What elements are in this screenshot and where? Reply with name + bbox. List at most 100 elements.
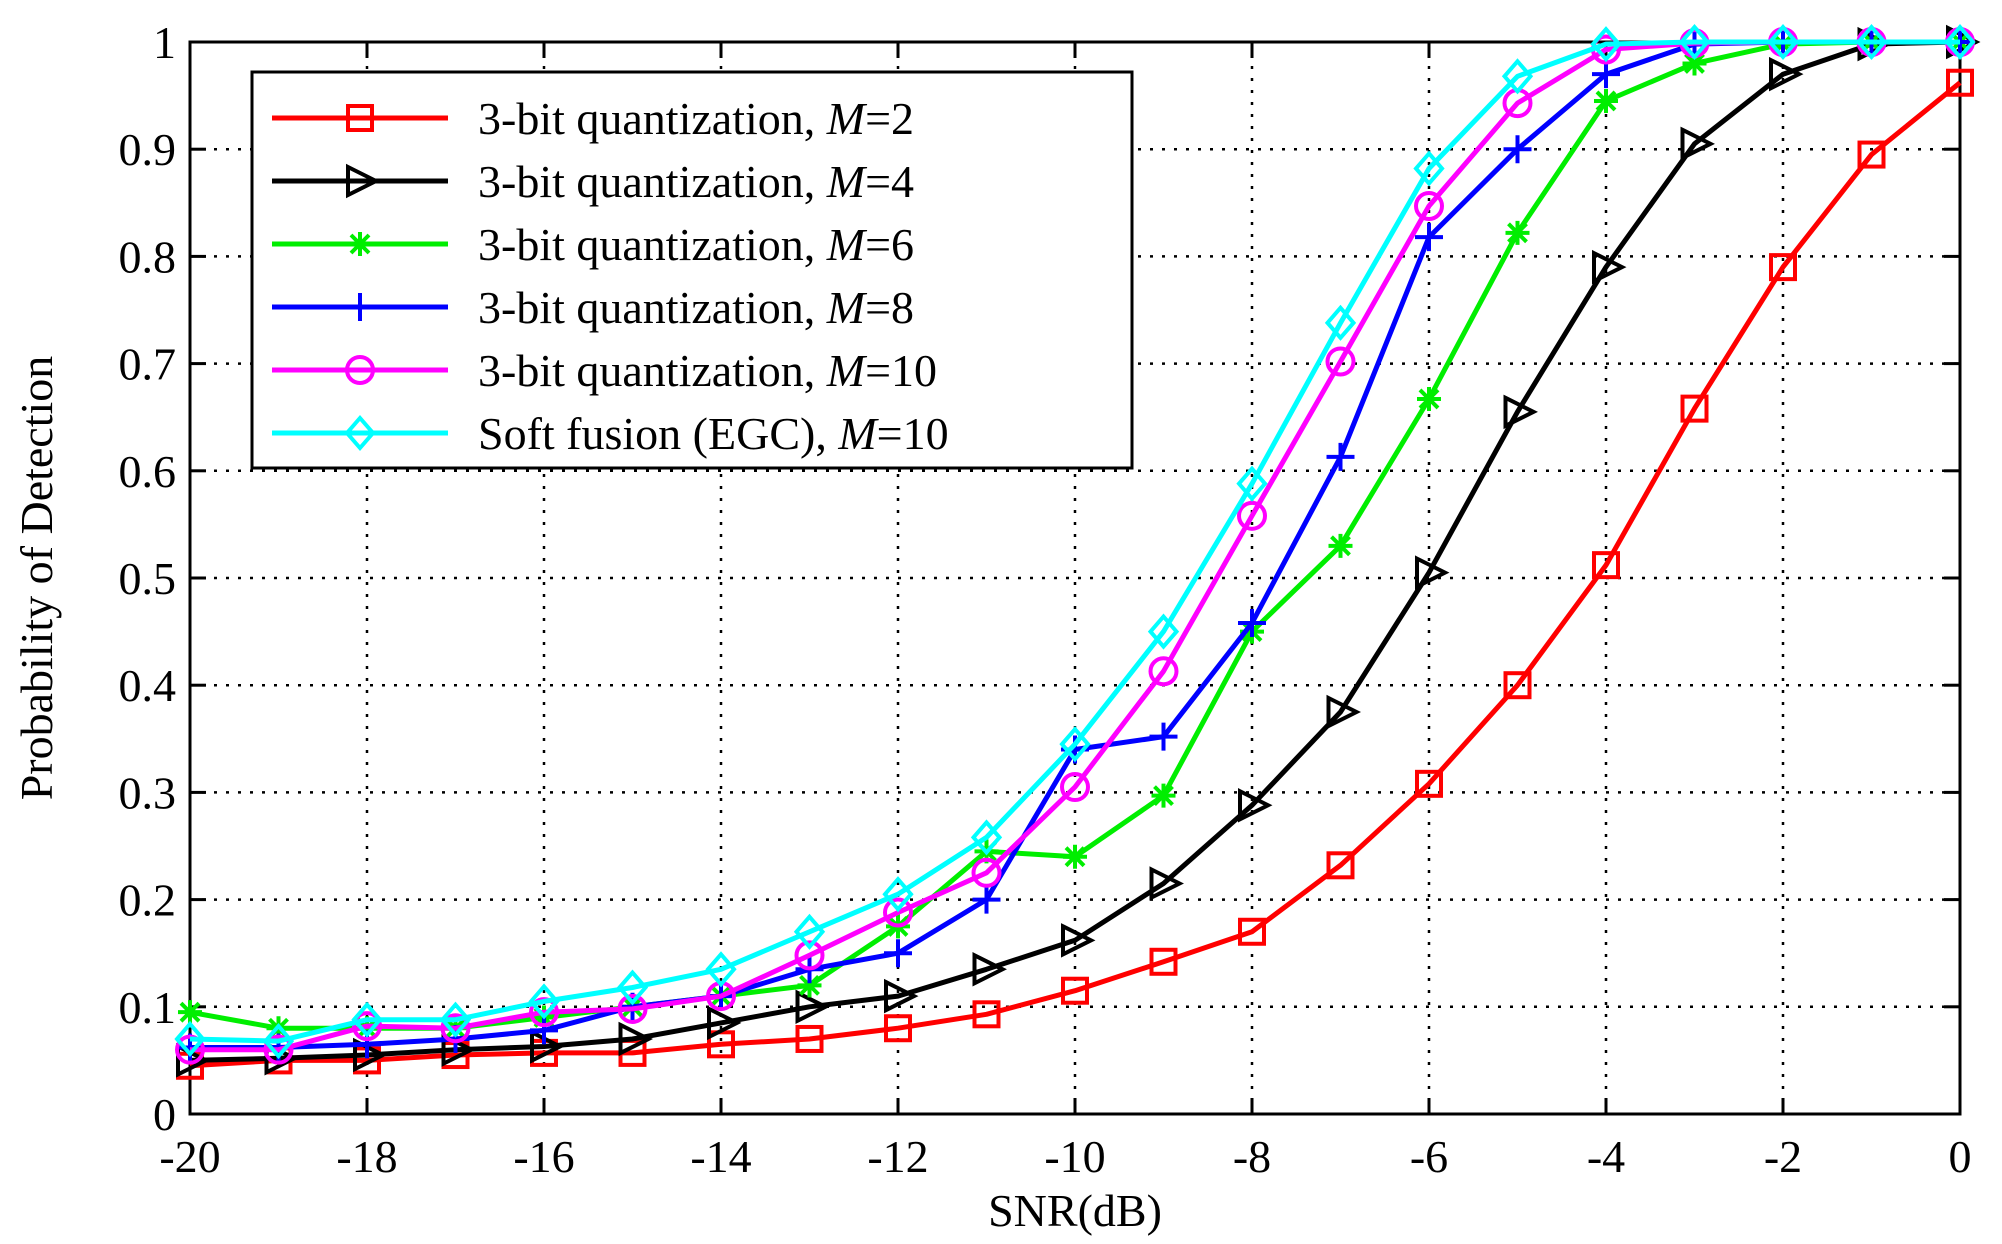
- data-point: [884, 939, 912, 968]
- x-tick-label: -16: [513, 1131, 574, 1182]
- legend-entry-4: 3-bit quantization, M=8: [272, 282, 914, 333]
- x-tick-label: -14: [690, 1131, 751, 1182]
- data-point: [1592, 249, 1627, 285]
- x-tick-label: -18: [336, 1131, 397, 1182]
- data-point: [1325, 346, 1356, 377]
- series-line: [190, 39, 1960, 1053]
- x-tick-label: -20: [159, 1131, 220, 1182]
- legend-entry-1: 3-bit quantization, M=2: [272, 93, 914, 144]
- data-point: [1237, 500, 1267, 531]
- data-point: [1503, 394, 1538, 430]
- series-6: [174, 23, 1976, 1060]
- data-point: [351, 1001, 383, 1038]
- data-point: [971, 857, 1002, 888]
- data-point: [1678, 23, 1711, 61]
- legend: 3-bit quantization, M=2 3-bit quantizatio…: [250, 70, 1134, 470]
- x-tick-label: -2: [1764, 1131, 1802, 1182]
- legend-box: [250, 70, 1134, 470]
- data-point: [795, 989, 830, 1025]
- data-point: [352, 1011, 382, 1042]
- data-point: [1501, 58, 1534, 95]
- x-tick-label: -4: [1587, 1131, 1625, 1182]
- data-point: [793, 913, 826, 950]
- y-tick-label: 0.7: [119, 339, 177, 390]
- data-point: [1592, 60, 1620, 89]
- data-point: [1059, 726, 1091, 763]
- data-point: [1857, 140, 1886, 169]
- data-point: [616, 969, 649, 1006]
- data-point: [1149, 722, 1178, 751]
- data-point: [1767, 23, 1799, 61]
- data-point: [1328, 533, 1353, 558]
- data-point: [1326, 694, 1361, 730]
- y-axis-label: Probability of Detection: [11, 356, 62, 801]
- legend-entry-3: 3-bit quantization, M=6: [272, 219, 914, 270]
- data-point: [1682, 51, 1707, 76]
- legend-label: 3-bit quantization, M=8: [478, 282, 914, 333]
- axis-ticks: -20 -18 -16 -14 -12 -10 -8 -6 -4 -2 000.10.20.30.4…: [119, 17, 1972, 1182]
- data-point: [1417, 386, 1441, 411]
- data-point: [707, 1005, 742, 1041]
- data-series: [174, 23, 1981, 1080]
- data-point: [175, 1034, 205, 1065]
- data-point: [178, 1000, 202, 1025]
- legend-entry-2: 3-bit quantization, M=4: [272, 156, 914, 207]
- data-point: [1680, 394, 1709, 423]
- data-point: [1680, 126, 1715, 162]
- data-point: [970, 819, 1003, 856]
- data-point: [530, 1016, 558, 1045]
- data-point: [884, 1014, 912, 1043]
- data-point: [1147, 613, 1180, 650]
- data-point: [1415, 555, 1450, 590]
- data-point: [1326, 851, 1355, 880]
- legend-label: Soft fusion (EGC), M=10: [478, 408, 949, 459]
- y-tick-label: 0.1: [119, 982, 177, 1033]
- legend-entry-5: 3-bit quantization, M=10: [272, 345, 937, 396]
- data-point: [1061, 923, 1096, 958]
- legend-marker: [346, 104, 374, 132]
- y-tick-label: 0.5: [119, 553, 177, 604]
- x-axis-label: SNR(dB): [988, 1185, 1162, 1236]
- x-tick-label: -6: [1410, 1131, 1448, 1182]
- data-point: [263, 1034, 294, 1065]
- data-point: [1236, 465, 1268, 502]
- data-point: [1946, 68, 1974, 97]
- data-point: [1061, 976, 1089, 1005]
- y-tick-label: 0.6: [119, 446, 177, 497]
- data-point: [1324, 304, 1357, 341]
- data-point: [1148, 656, 1179, 687]
- data-point: [1944, 23, 1976, 61]
- legend-marker: [344, 414, 376, 452]
- legend-entry-6: Soft fusion (EGC), M=10: [272, 408, 949, 459]
- x-tick-label: 0: [1949, 1131, 1972, 1182]
- y-tick-label: 0.4: [119, 660, 177, 711]
- legend-label: 3-bit quantization, M=6: [478, 219, 914, 270]
- series-line: [189, 80, 1962, 1069]
- x-tick-label: -12: [867, 1131, 928, 1182]
- data-point: [797, 973, 822, 998]
- series-5: [175, 27, 1975, 1065]
- x-tick-label: -8: [1233, 1131, 1271, 1182]
- data-point: [1415, 769, 1443, 798]
- data-point: [972, 885, 1001, 914]
- legend-marker: [348, 232, 372, 256]
- series-1: [176, 68, 1974, 1080]
- data-point: [1238, 609, 1266, 638]
- data-point: [1594, 88, 1618, 113]
- data-point: [1590, 26, 1622, 63]
- data-point: [705, 951, 737, 988]
- legend-label: 3-bit quantization, M=2: [478, 93, 914, 144]
- data-point: [439, 1001, 472, 1038]
- y-tick-label: 0.2: [119, 875, 177, 926]
- y-tick-label: 0.8: [119, 231, 177, 282]
- y-tick-label: 0.9: [119, 124, 177, 175]
- legend-marker: [345, 355, 375, 385]
- data-point: [1326, 442, 1355, 471]
- data-point: [174, 1020, 206, 1058]
- data-point: [1149, 866, 1184, 901]
- data-point: [794, 940, 825, 971]
- data-point: [440, 1013, 471, 1044]
- legend-marker: [346, 293, 374, 321]
- legend-label: 3-bit quantization, M=10: [478, 345, 937, 396]
